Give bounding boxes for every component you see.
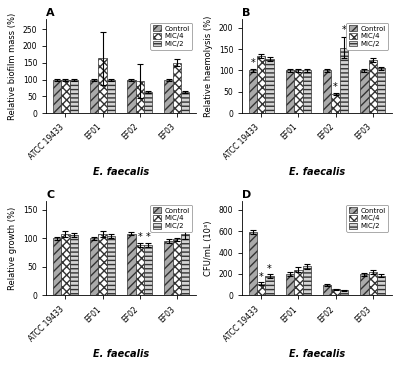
Legend: Control, MIC/4, MIC/2: Control, MIC/4, MIC/2 — [150, 23, 192, 50]
Text: *: * — [146, 232, 150, 242]
X-axis label: E. faecalis: E. faecalis — [93, 167, 149, 177]
X-axis label: E. faecalis: E. faecalis — [93, 349, 149, 359]
Text: B: B — [242, 8, 251, 18]
Bar — [340, 290, 348, 295]
Bar — [173, 63, 181, 113]
Text: *: * — [267, 265, 272, 275]
Bar — [286, 70, 294, 113]
Bar — [128, 80, 136, 113]
Y-axis label: Relative biofilm mass (%): Relative biofilm mass (%) — [8, 12, 17, 120]
Bar — [53, 238, 61, 295]
Bar — [181, 234, 189, 295]
Y-axis label: Relative haemolysis (%): Relative haemolysis (%) — [204, 15, 213, 117]
Bar — [286, 274, 294, 295]
Bar — [61, 80, 70, 113]
Text: *: * — [251, 58, 256, 68]
Text: A: A — [46, 8, 55, 18]
Bar — [294, 70, 302, 113]
Bar — [266, 59, 274, 113]
Bar — [332, 290, 340, 295]
Bar — [257, 284, 266, 295]
Bar — [107, 236, 115, 295]
Bar — [368, 60, 377, 113]
Bar — [164, 80, 173, 113]
Legend: Control, MIC/4, MIC/2: Control, MIC/4, MIC/2 — [346, 205, 388, 232]
Bar — [90, 238, 98, 295]
Bar — [368, 272, 377, 295]
Bar — [266, 276, 274, 295]
Text: D: D — [242, 190, 252, 200]
Bar — [377, 276, 385, 295]
Bar — [136, 81, 144, 113]
Bar — [257, 56, 266, 113]
Bar — [340, 48, 348, 113]
Legend: Control, MIC/4, MIC/2: Control, MIC/4, MIC/2 — [346, 23, 388, 50]
Bar — [144, 92, 152, 113]
Bar — [360, 70, 368, 113]
Bar — [107, 80, 115, 113]
Bar — [323, 70, 332, 113]
Bar — [173, 239, 181, 295]
Bar — [302, 266, 311, 295]
Bar — [249, 70, 257, 113]
Bar — [53, 80, 61, 113]
Bar — [377, 68, 385, 113]
Bar — [164, 241, 173, 295]
Bar — [360, 275, 368, 295]
Bar — [128, 234, 136, 295]
Text: C: C — [46, 190, 54, 200]
Bar — [144, 245, 152, 295]
Bar — [136, 245, 144, 295]
Bar — [98, 58, 107, 113]
X-axis label: E. faecalis: E. faecalis — [289, 167, 345, 177]
Bar — [249, 232, 257, 295]
Y-axis label: CFU/mL (10³): CFU/mL (10³) — [204, 221, 213, 276]
X-axis label: E. faecalis: E. faecalis — [289, 349, 345, 359]
Text: *: * — [259, 272, 264, 283]
Text: *: * — [137, 232, 142, 242]
Bar — [332, 94, 340, 113]
Bar — [61, 234, 70, 295]
Bar — [98, 234, 107, 295]
Text: *: * — [341, 25, 346, 35]
Bar — [70, 80, 78, 113]
Bar — [90, 80, 98, 113]
Bar — [181, 92, 189, 113]
Bar — [294, 270, 302, 295]
Text: *: * — [333, 82, 338, 92]
Bar — [302, 70, 311, 113]
Bar — [323, 284, 332, 295]
Y-axis label: Relative growth (%): Relative growth (%) — [8, 207, 17, 290]
Bar — [70, 235, 78, 295]
Legend: Control, MIC/4, MIC/2: Control, MIC/4, MIC/2 — [150, 205, 192, 232]
